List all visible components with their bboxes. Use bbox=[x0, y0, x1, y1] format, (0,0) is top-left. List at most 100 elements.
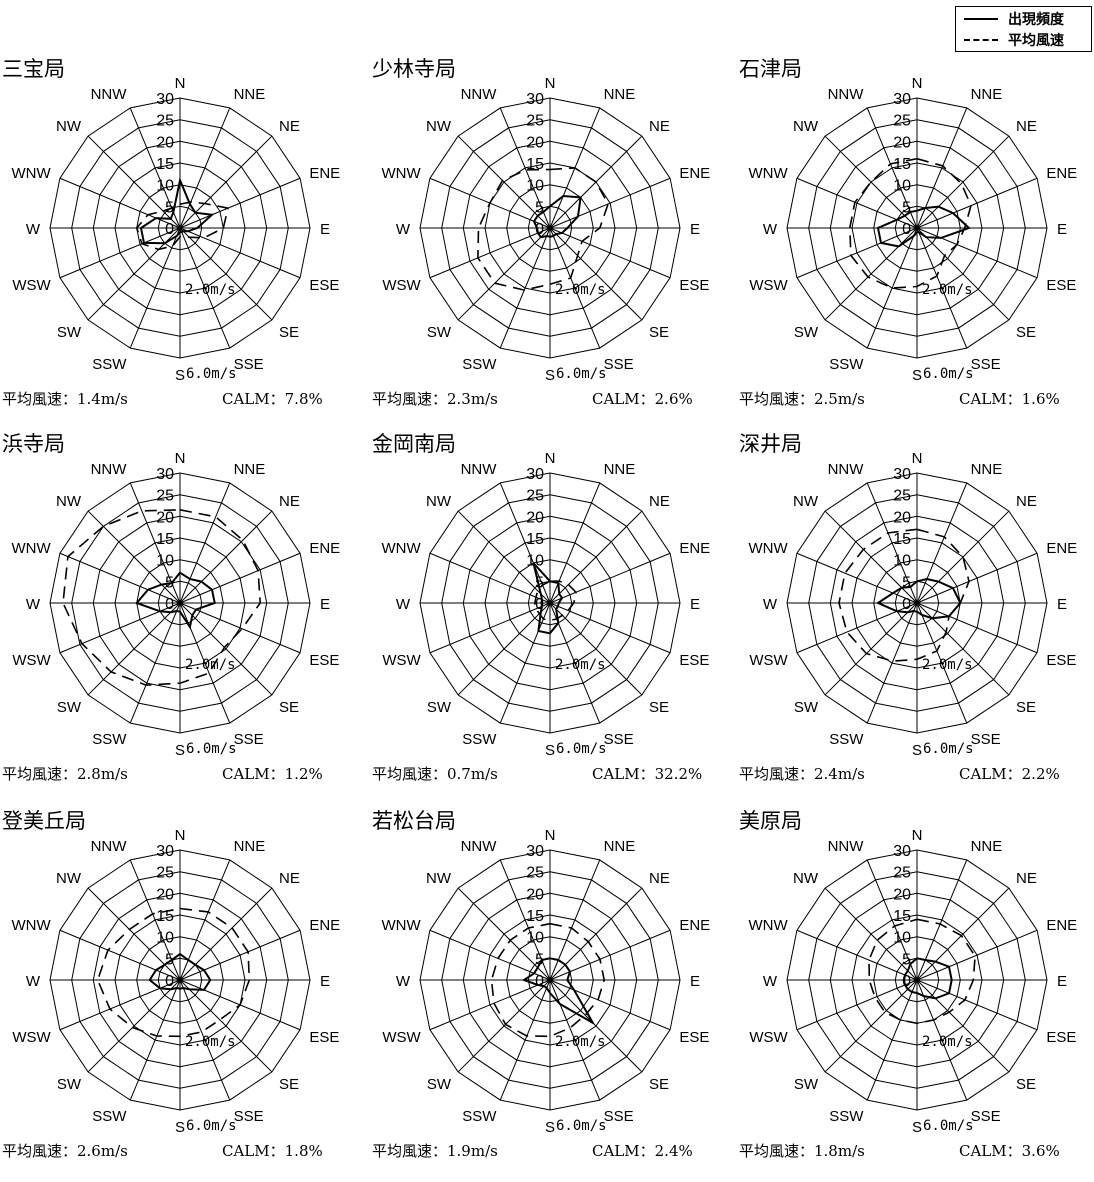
direction-label: ESE bbox=[309, 277, 339, 294]
grid-spoke bbox=[179, 135, 273, 229]
grid-spoke bbox=[499, 979, 551, 1101]
grid-spoke bbox=[796, 552, 918, 604]
grid-spoke bbox=[179, 227, 301, 279]
direction-label: NW bbox=[793, 118, 819, 135]
series-frequency-line bbox=[521, 957, 596, 1026]
grid-spoke bbox=[549, 979, 601, 1101]
direction-label: SE bbox=[1016, 699, 1036, 716]
grid-spoke bbox=[499, 482, 551, 604]
chart-title: 金岡南局 bbox=[372, 432, 456, 456]
grid-spoke bbox=[824, 602, 918, 696]
direction-label: S bbox=[912, 367, 922, 384]
grid-spoke bbox=[796, 929, 918, 981]
grid-spokes bbox=[787, 473, 1047, 733]
series-speed-line bbox=[477, 167, 609, 291]
direction-label: ENE bbox=[679, 540, 710, 557]
radial-tick-labels: 0 5 10 15 20 25 30 bbox=[156, 91, 174, 238]
radial-tick-label: 20 bbox=[156, 886, 174, 903]
wind-rose-5: 0 5 10 15 20 25 30N NNE NE ENE E ESE SE SSE S SSW SW WSW W… bbox=[372, 432, 710, 783]
radial-tick-label: 0 bbox=[902, 596, 911, 613]
avg-speed-caption: 平均風速：0.7m/s bbox=[372, 765, 498, 783]
grid-spoke bbox=[457, 510, 551, 604]
direction-label: NE bbox=[649, 493, 670, 510]
radial-tick-label: 15 bbox=[893, 908, 911, 925]
direction-label: N bbox=[175, 827, 186, 844]
grid-spoke bbox=[866, 859, 918, 981]
legend: 出現頻度 平均風速 bbox=[955, 6, 1092, 52]
grid-spoke bbox=[866, 602, 918, 724]
direction-label: ENE bbox=[679, 165, 710, 182]
calm-caption: CALM：3.6% bbox=[959, 1142, 1060, 1160]
direction-label: SSE bbox=[604, 356, 634, 373]
chart-title: 少林寺局 bbox=[372, 57, 456, 81]
direction-label: SE bbox=[649, 324, 669, 341]
direction-label: SW bbox=[794, 324, 819, 341]
calm-caption: CALM：2.6% bbox=[592, 390, 693, 408]
direction-label: SW bbox=[794, 1076, 819, 1093]
radial-tick-labels: 0 5 10 15 20 25 30 bbox=[526, 843, 544, 990]
grid-spoke bbox=[457, 135, 551, 229]
grid-spoke bbox=[916, 979, 1038, 1031]
grid-spoke bbox=[59, 929, 181, 981]
legend-item-speed: 平均風速 bbox=[964, 30, 1064, 50]
direction-label: N bbox=[175, 450, 186, 467]
direction-label: WSW bbox=[749, 1029, 788, 1046]
speed-tick-label: 6.0m/s bbox=[186, 741, 237, 757]
direction-label: W bbox=[26, 596, 41, 613]
direction-label: W bbox=[396, 973, 411, 990]
direction-label: NE bbox=[279, 493, 300, 510]
radial-tick-label: 30 bbox=[526, 91, 544, 108]
radial-tick-label: 15 bbox=[156, 908, 174, 925]
direction-label: E bbox=[690, 221, 700, 238]
direction-label: SSW bbox=[462, 356, 497, 373]
direction-label: E bbox=[320, 596, 330, 613]
radial-tick-label: 15 bbox=[156, 156, 174, 173]
grid-spoke bbox=[179, 602, 273, 696]
direction-label: ENE bbox=[309, 165, 340, 182]
radial-tick-label: 20 bbox=[156, 134, 174, 151]
series-frequency-line bbox=[532, 194, 582, 239]
grid-spoke bbox=[179, 227, 273, 321]
wind-rose-3: 0 5 10 15 20 25 30N NNE NE ENE E ESE SE SSE S SSW SW WSW W… bbox=[739, 57, 1077, 408]
radial-tick-label: 10 bbox=[893, 553, 911, 570]
grid-spoke bbox=[59, 552, 181, 604]
chart-title: 登美丘局 bbox=[2, 809, 86, 833]
direction-label: WNW bbox=[749, 917, 789, 934]
direction-labels: N NNE NE ENE E ESE SE SSE S SSW SW WSW W WNW NW NNW bbox=[12, 450, 341, 759]
grid-spoke bbox=[457, 979, 551, 1073]
series-frequency-line bbox=[135, 571, 216, 630]
radial-tick-label: 10 bbox=[526, 553, 544, 570]
chart-title: 深井局 bbox=[739, 432, 802, 456]
direction-label: WSW bbox=[12, 652, 51, 669]
radial-tick-label: 30 bbox=[893, 843, 911, 860]
radial-tick-label: 15 bbox=[526, 908, 544, 925]
radial-tick-label: 15 bbox=[156, 531, 174, 548]
grid-spoke bbox=[179, 602, 301, 654]
series-speed-line bbox=[848, 157, 972, 289]
grid-spoke bbox=[549, 979, 643, 1073]
grid-spoke bbox=[129, 602, 181, 724]
radial-tick-label: 30 bbox=[156, 91, 174, 108]
radial-tick-label: 20 bbox=[893, 134, 911, 151]
grid-spoke bbox=[179, 107, 231, 229]
direction-label: ESE bbox=[1046, 652, 1076, 669]
grid-spoke bbox=[179, 979, 273, 1073]
grid-spoke bbox=[179, 227, 231, 349]
direction-label: NNW bbox=[91, 86, 128, 103]
grid-spoke bbox=[179, 510, 273, 604]
speed-tick-label: 6.0m/s bbox=[923, 366, 974, 382]
direction-label: ESE bbox=[1046, 277, 1076, 294]
speed-tick-label: 2.0m/s bbox=[555, 657, 606, 673]
series-frequency-line bbox=[532, 562, 564, 635]
grid-spoke bbox=[549, 602, 671, 654]
direction-label: SSE bbox=[604, 1108, 634, 1125]
direction-label: SW bbox=[427, 324, 452, 341]
direction-label: N bbox=[545, 450, 556, 467]
direction-label: ESE bbox=[679, 277, 709, 294]
radial-tick-label: 5 bbox=[902, 574, 911, 591]
direction-label: E bbox=[690, 973, 700, 990]
radial-tick-label: 15 bbox=[526, 531, 544, 548]
direction-label: SE bbox=[1016, 1076, 1036, 1093]
direction-labels: N NNE NE ENE E ESE SE SSE S SSW SW WSW W WNW NW NNW bbox=[12, 827, 341, 1136]
radial-tick-label: 25 bbox=[893, 488, 911, 505]
